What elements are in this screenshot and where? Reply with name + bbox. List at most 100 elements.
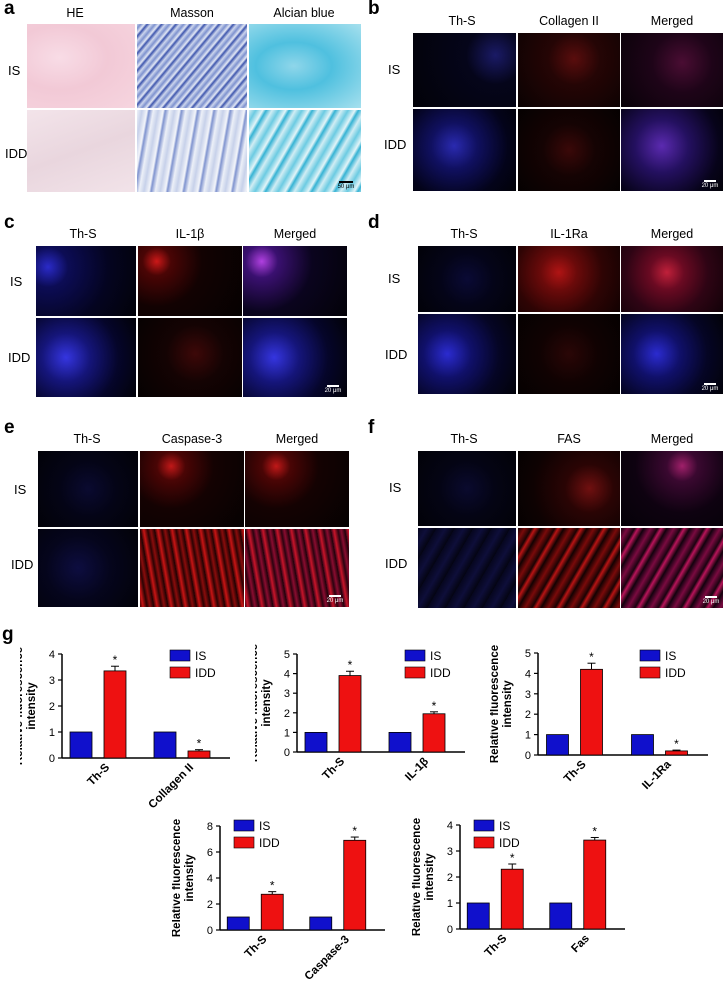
y-tick-label: 6 bbox=[207, 847, 213, 859]
bar-chart-il1ra: 0 1 2 3 4 5 Relative fluorescence intensity * Th-… bbox=[490, 645, 708, 792]
legend-swatch-is bbox=[169, 649, 191, 662]
y-axis-label-line2: intensity bbox=[184, 854, 196, 902]
y-tick-label: 2 bbox=[525, 709, 531, 721]
y-axis-label-line2: intensity bbox=[502, 680, 514, 728]
bar-idd-2 bbox=[343, 839, 367, 931]
fluor-merged-idd-b bbox=[621, 109, 723, 191]
y-axis-label-line1: Relative fluorescence bbox=[20, 647, 25, 765]
panel-label-d: d bbox=[368, 212, 380, 233]
legend-swatch-idd bbox=[473, 836, 495, 849]
bar-is-1 bbox=[69, 731, 93, 759]
legend-label-idd: IDD bbox=[665, 666, 686, 680]
fluor-fas-is bbox=[518, 451, 620, 526]
fluor-ths-idd-c bbox=[36, 318, 136, 397]
bar-chart-collagen: 0 1 2 3 4 Relative fluorescence intensity * Th-S… bbox=[20, 647, 230, 810]
bar-idd-1 bbox=[103, 670, 127, 759]
fluor-merged-idd-c bbox=[243, 318, 347, 397]
legend-swatch-is bbox=[639, 649, 661, 662]
y-axis-label-line2: intensity bbox=[261, 679, 273, 727]
micrograph-masson-idd bbox=[137, 110, 247, 192]
legend-label-is: IS bbox=[195, 649, 206, 663]
fluor-ths-is-c bbox=[36, 246, 136, 316]
fluor-merged-idd-d bbox=[621, 314, 723, 394]
scale-bar-c: 20 μm bbox=[322, 385, 344, 394]
panel-a-col-1: HE bbox=[66, 6, 84, 20]
fluor-il1ra-idd bbox=[518, 314, 620, 394]
panel-e-row-idd: IDD bbox=[11, 557, 34, 572]
y-tick-label: 4 bbox=[525, 668, 531, 680]
y-axis-label-line1: Relative fluorescence bbox=[490, 645, 501, 763]
legend-swatch-idd bbox=[639, 666, 661, 679]
panel-a-col-3: Alcian blue bbox=[273, 6, 335, 20]
bar-is-2 bbox=[549, 902, 573, 930]
category-label-1: Th-S bbox=[562, 758, 589, 785]
y-axis-label-line2: intensity bbox=[26, 682, 38, 730]
bar-is-2 bbox=[631, 734, 654, 756]
y-tick-label: 3 bbox=[49, 675, 55, 687]
fluor-merged-is-d bbox=[621, 246, 723, 312]
panel-c-col-3: Merged bbox=[273, 227, 317, 241]
y-tick-label: 0 bbox=[49, 753, 55, 765]
panel-c-col-1: Th-S bbox=[69, 227, 97, 241]
panel-b-row-is: IS bbox=[388, 62, 401, 77]
bar-is-2 bbox=[153, 731, 177, 759]
legend-swatch-idd bbox=[404, 666, 426, 679]
y-tick-label: 4 bbox=[49, 649, 55, 661]
panel-e-col-3: Merged bbox=[275, 432, 319, 446]
micrograph-alcian-idd bbox=[249, 110, 361, 192]
fluor-merged-is-e bbox=[245, 451, 349, 527]
fluor-caspase3-is bbox=[140, 451, 244, 527]
bar-is-1 bbox=[226, 916, 250, 931]
panel-a-col-2: Masson bbox=[170, 6, 214, 20]
y-tick-label: 4 bbox=[284, 669, 290, 681]
panel-c-row-is: IS bbox=[10, 274, 23, 289]
bar-chart-il1b: 0 1 2 3 4 5 Relative fluorescence intensity * Th-… bbox=[255, 644, 465, 784]
fluor-ths-is-d bbox=[418, 246, 516, 312]
legend-label-idd: IDD bbox=[195, 666, 216, 680]
panel-b-col-2: Collagen II bbox=[539, 14, 599, 28]
panel-label-e: e bbox=[4, 417, 15, 438]
fluor-merged-idd-f bbox=[621, 528, 723, 608]
bar-idd-1 bbox=[338, 675, 362, 753]
bar-is-1 bbox=[304, 732, 328, 753]
fluor-collagen-idd bbox=[518, 109, 620, 191]
scale-bar-f: 20 μm bbox=[700, 596, 722, 605]
category-label-1: Th-S bbox=[243, 933, 270, 960]
category-label-1: Th-S bbox=[483, 932, 510, 959]
fluor-il1b-idd bbox=[138, 318, 242, 397]
scale-bar-b: 20 μm bbox=[699, 180, 721, 189]
panel-f-row-idd: IDD bbox=[385, 556, 408, 571]
panel-d-col-2: IL-1Ra bbox=[550, 227, 588, 241]
fluor-collagen-is bbox=[518, 33, 620, 107]
fluor-caspase3-idd bbox=[140, 529, 244, 607]
panel-label-b: b bbox=[368, 0, 380, 19]
micrograph-he-idd bbox=[27, 110, 135, 192]
fluor-ths-is-e bbox=[38, 451, 138, 527]
micrograph-alcian-is bbox=[249, 24, 361, 108]
micrograph-he-is bbox=[27, 24, 135, 108]
bar-idd-2 bbox=[665, 750, 688, 756]
y-tick-label: 2 bbox=[284, 708, 290, 720]
panel-label-c: c bbox=[4, 212, 15, 233]
y-tick-label: 0 bbox=[207, 925, 213, 937]
legend-label-is: IS bbox=[430, 649, 441, 663]
significance-mark: * bbox=[270, 879, 275, 893]
y-tick-label: 2 bbox=[447, 872, 453, 884]
legend-swatch-is bbox=[473, 819, 495, 832]
significance-mark: * bbox=[674, 737, 679, 751]
panel-d-row-is: IS bbox=[388, 271, 401, 286]
bar-is-1 bbox=[546, 734, 569, 756]
significance-mark: * bbox=[352, 824, 357, 838]
legend-label-idd: IDD bbox=[430, 666, 451, 680]
y-tick-label: 3 bbox=[284, 688, 290, 700]
bar-idd-1 bbox=[260, 893, 284, 931]
panel-b-col-1: Th-S bbox=[448, 14, 476, 28]
y-tick-label: 2 bbox=[49, 701, 55, 713]
significance-mark: * bbox=[197, 737, 202, 751]
legend-swatch-is bbox=[233, 819, 255, 832]
bar-is-2 bbox=[388, 732, 412, 753]
scale-bar-d: 20 μm bbox=[699, 383, 721, 392]
bar-idd-2 bbox=[187, 750, 211, 759]
panel-b-row-idd: IDD bbox=[384, 137, 407, 152]
y-tick-label: 3 bbox=[525, 689, 531, 701]
